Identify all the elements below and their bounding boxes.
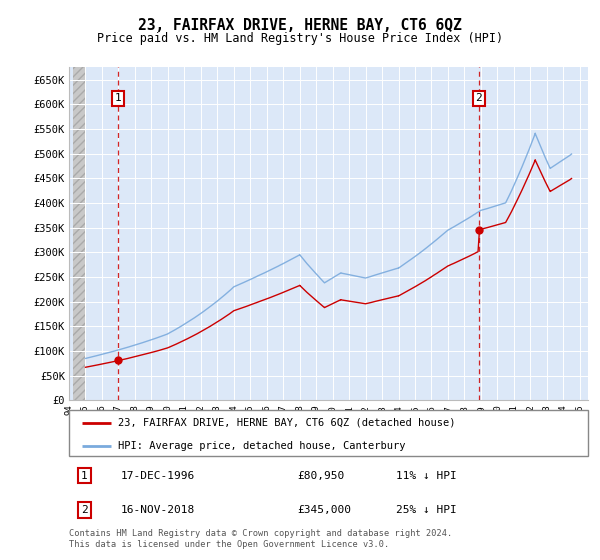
Text: £345,000: £345,000 [298,505,352,515]
Text: 1: 1 [81,470,88,480]
Text: Price paid vs. HM Land Registry's House Price Index (HPI): Price paid vs. HM Land Registry's House … [97,32,503,45]
Text: £80,950: £80,950 [298,470,344,480]
FancyBboxPatch shape [69,410,588,456]
Text: 17-DEC-1996: 17-DEC-1996 [121,470,195,480]
Text: HPI: Average price, detached house, Canterbury: HPI: Average price, detached house, Cant… [118,441,406,451]
Text: 16-NOV-2018: 16-NOV-2018 [121,505,195,515]
Text: 2: 2 [476,94,482,103]
Text: 25% ↓ HPI: 25% ↓ HPI [396,505,457,515]
Text: Contains HM Land Registry data © Crown copyright and database right 2024.
This d: Contains HM Land Registry data © Crown c… [69,529,452,549]
Text: 11% ↓ HPI: 11% ↓ HPI [396,470,457,480]
Text: 2: 2 [81,505,88,515]
Bar [73,67,85,400]
Text: 23, FAIRFAX DRIVE, HERNE BAY, CT6 6QZ (detached house): 23, FAIRFAX DRIVE, HERNE BAY, CT6 6QZ (d… [118,418,456,428]
Text: 1: 1 [115,94,121,103]
Text: 23, FAIRFAX DRIVE, HERNE BAY, CT6 6QZ: 23, FAIRFAX DRIVE, HERNE BAY, CT6 6QZ [138,18,462,33]
